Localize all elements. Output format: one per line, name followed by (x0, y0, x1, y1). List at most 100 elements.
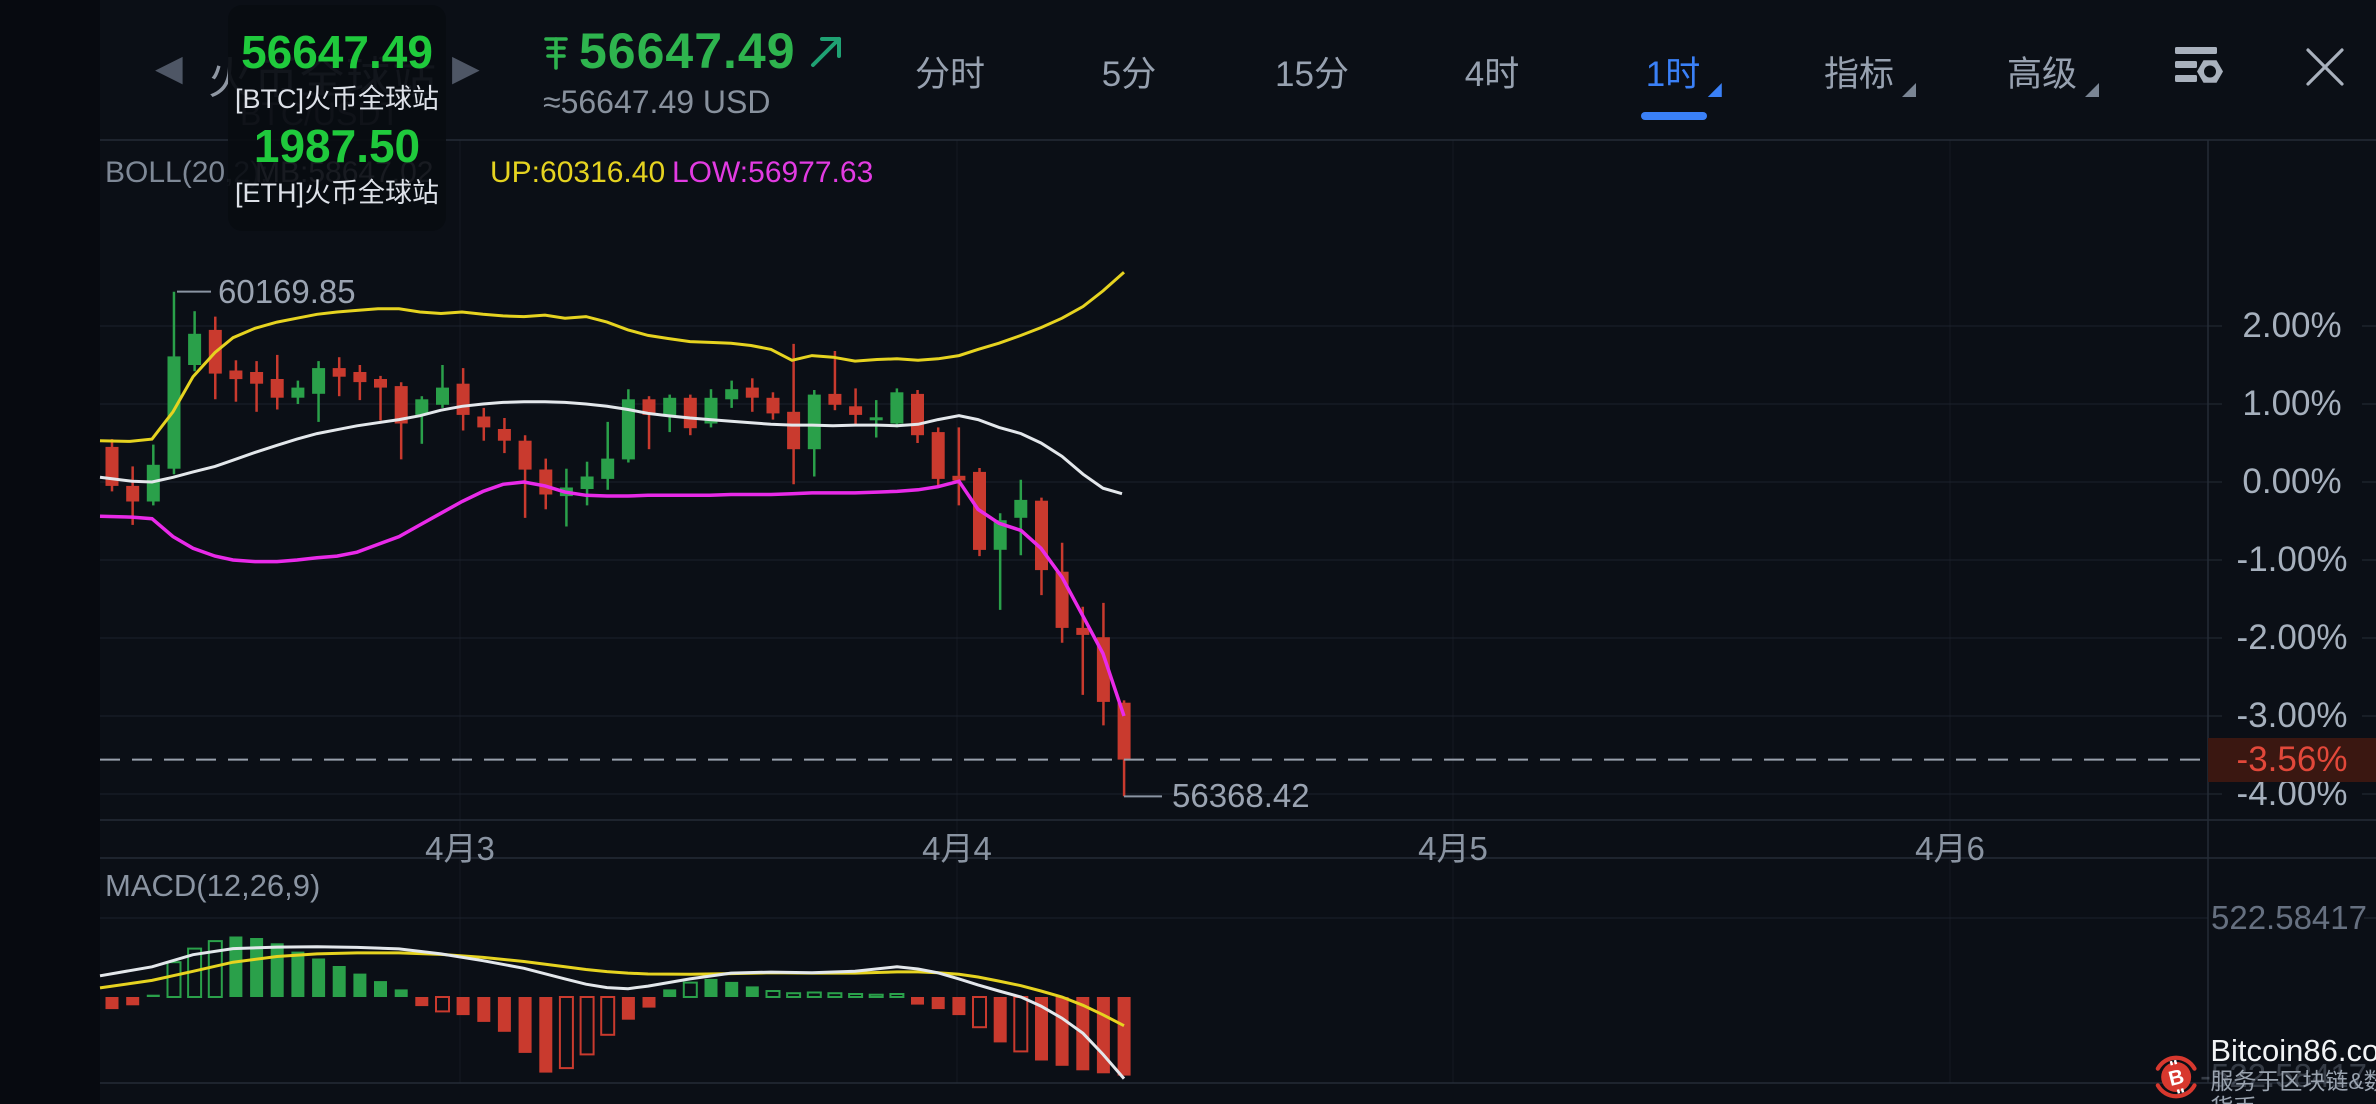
watermark-site: Bitcoin86.com (2210, 1033, 2376, 1068)
macd-histogram-bar (682, 981, 698, 998)
candle-body (828, 393, 842, 405)
candle-body (250, 372, 264, 384)
pct-axis-label: -2.00% (2236, 618, 2348, 657)
pct-axis-label: -1.00% (2236, 540, 2348, 579)
bitcoin86-logo-icon: B (2155, 1055, 2197, 1099)
macd-histogram-bar (993, 997, 1007, 1043)
date-axis-label: 4月4 (922, 830, 992, 867)
candle-body (188, 333, 202, 365)
macd-dea-line (99, 951, 1125, 1028)
candle-body (518, 440, 532, 470)
caret-down-icon (2085, 83, 2100, 97)
tab-timeshare[interactable]: 分时 (914, 55, 986, 94)
active-tab-underline (1641, 112, 1707, 120)
pct-axis-label: -3.00% (2236, 696, 2348, 735)
candle-body (580, 476, 594, 489)
candle-body (539, 469, 553, 495)
price-usd-approx: ≈56647.49 USD (543, 84, 771, 120)
high-price-label: 60169.85 (218, 273, 356, 310)
macd-histogram-bar (745, 986, 759, 997)
candle-body (353, 372, 367, 383)
macd-dif-line (99, 945, 1126, 1080)
candle-body (1096, 637, 1110, 702)
macd-histogram-bar (291, 951, 305, 997)
usdt-currency-icon (544, 37, 568, 70)
boll-lower-band (99, 479, 1126, 717)
macd-histogram-bar (931, 997, 945, 1010)
macd-histogram-bar (786, 992, 802, 999)
candle-body (745, 387, 759, 398)
candle-body (394, 386, 408, 424)
macd-histogram-bar (868, 993, 884, 999)
macd-histogram-bar (952, 997, 966, 1016)
caret-down-icon (1902, 83, 1917, 97)
low-price-label: 56368.42 (1172, 777, 1310, 814)
tab-15min[interactable]: 15分 (1275, 55, 1349, 94)
svg-text:B: B (2166, 1065, 2186, 1091)
candle-body (456, 383, 470, 415)
candle-body (890, 392, 904, 424)
macd-histogram-bar (765, 990, 781, 998)
macd-histogram-bar (1035, 997, 1048, 1061)
macd-scale-bottom-label: -522.58417 (2200, 1057, 2367, 1094)
tab-5min[interactable]: 5分 (1101, 55, 1157, 94)
candle-body (291, 387, 305, 398)
candle-body (663, 397, 677, 415)
candle-body (332, 368, 346, 377)
macd-histogram-bar (806, 991, 822, 998)
macd-histogram-bar (911, 997, 924, 1005)
macd-histogram-bar (353, 973, 367, 997)
candle-body (601, 458, 615, 479)
macd-histogram-bar (1117, 997, 1131, 1076)
price-value: 56647.49 (579, 23, 796, 79)
chart-settings-icon[interactable] (2172, 40, 2226, 99)
candle-body (477, 416, 491, 428)
macd-histogram-bar (725, 981, 739, 997)
tab-1hour[interactable]: 1时 (1646, 46, 1723, 97)
macd-scale-top-label: 522.58417 (2211, 899, 2367, 936)
tab-indicators[interactable]: 指标 (1824, 46, 1917, 97)
macd-histogram-bar (229, 936, 243, 997)
tab-4hour[interactable]: 4时 (1464, 55, 1520, 94)
macd-histogram-bar (621, 997, 635, 1020)
macd-histogram-bar (415, 997, 429, 1007)
caret-down-icon (1708, 83, 1723, 97)
macd-histogram-bar (146, 994, 160, 997)
price-tooltip: 56647.49 [BTC]火币全球站 1987.50 [ETH]火币全球站 (228, 5, 446, 231)
macd-histogram-bar (435, 996, 450, 1013)
date-axis-label: 4月6 (1915, 830, 1985, 867)
candle-body (683, 397, 697, 429)
macd-histogram-bar (126, 997, 140, 1006)
date-axis-label: 4月3 (425, 830, 495, 867)
prev-symbol-arrow-icon[interactable]: ◀ (155, 47, 183, 88)
macd-indicator-label: MACD(12,26,9) (105, 868, 321, 903)
macd-histogram-bar (972, 996, 987, 1029)
candle-body (952, 475, 966, 481)
candle-body (1014, 499, 1028, 518)
candle-body (374, 379, 387, 388)
tab-advanced[interactable]: 高级 (2007, 46, 2100, 97)
tooltip-btc-label: [BTC]火币全球站 (234, 84, 439, 114)
last-change-badge: -3.56% (2208, 738, 2376, 782)
next-symbol-arrow-icon[interactable]: ▶ (452, 47, 480, 88)
candle-body (621, 399, 635, 460)
macd-histogram-bar (374, 981, 387, 997)
macd-histogram-bar (394, 989, 408, 997)
candle-body (807, 394, 821, 450)
macd-histogram-bar (663, 989, 677, 997)
close-icon[interactable] (2302, 44, 2348, 95)
macd-histogram-bar (1013, 996, 1029, 1053)
macd-histogram-bar (332, 966, 346, 997)
macd-histogram-bar (250, 938, 264, 997)
candle-body (931, 432, 945, 479)
candle-body (993, 520, 1007, 550)
macd-histogram-bar (518, 997, 532, 1053)
candle-body (766, 397, 780, 414)
macd-histogram-bar (704, 978, 718, 997)
tooltip-eth-label: [ETH]火币全球站 (234, 178, 439, 208)
macd-histogram-bar (848, 993, 864, 998)
candle-body (704, 397, 718, 424)
macd-histogram-bar (456, 997, 470, 1016)
macd-histogram-bar (1055, 997, 1069, 1066)
